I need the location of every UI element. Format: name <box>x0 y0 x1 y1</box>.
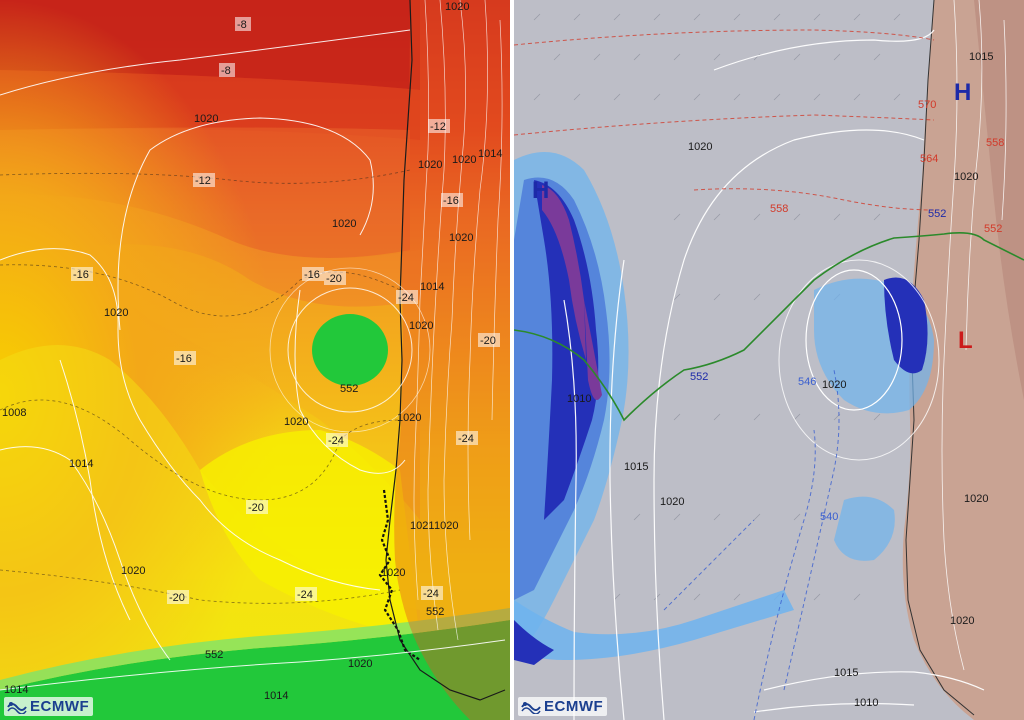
pressure-label: 1020 <box>381 567 405 579</box>
pressure-label: 1014 <box>264 690 288 702</box>
pressure-label: 1015 <box>969 51 993 63</box>
right-height-labels: 570 564 558 552 552 546 540 552 558 <box>690 99 1004 523</box>
pressure-label: 1014 <box>69 458 93 470</box>
pressure-label: 1014 <box>420 281 444 293</box>
pressure-label: 1020 <box>348 658 372 670</box>
temp-label: -20 <box>480 335 496 347</box>
pressure-label: 1020 <box>449 232 473 244</box>
temp-label: -12 <box>430 121 446 133</box>
temp-label: -20 <box>248 502 264 514</box>
temp-label: -16 <box>304 269 320 281</box>
right-pressure-labels: 1020 1020 1020 1015 1015 1010 1010 1015 … <box>567 51 993 709</box>
pressure-label: 1020 <box>950 615 974 627</box>
ecmwf-logo-left: ECMWF <box>4 697 94 716</box>
left-map-panel: -8 -8 -12 -12 -16 -16 -16 -16 -20 -20 <box>0 0 510 720</box>
temp-label: -16 <box>176 353 192 365</box>
pressure-centers: H H L <box>532 79 973 354</box>
pressure-label: 1015 <box>834 667 858 679</box>
pressure-label: 1014 <box>478 148 502 160</box>
ecmwf-logo-right: ECMWF <box>518 697 608 716</box>
temp-label: -16 <box>73 269 89 281</box>
height-label: 570 <box>918 99 936 111</box>
height-label: 546 <box>798 376 816 388</box>
height-label: 564 <box>920 153 938 165</box>
temp-label: -12 <box>195 175 211 187</box>
right-map-panel: 1020 1020 1020 1015 1015 1010 1010 1015 … <box>514 0 1024 720</box>
left-height-labels: 552 552 552 <box>205 383 444 661</box>
height-label: 552 <box>340 383 358 395</box>
pressure-label: 1020 <box>954 171 978 183</box>
pressure-label: 1020 <box>452 154 476 166</box>
pressure-label: 1020 <box>434 520 458 532</box>
pressure-label: 1020 <box>332 218 356 230</box>
pressure-label: 1008 <box>2 407 26 419</box>
pressure-label: 1010 <box>854 697 878 709</box>
pressure-label: 1020 <box>964 493 988 505</box>
pressure-label: 1020 <box>284 416 308 428</box>
pressure-label: 1020 <box>418 159 442 171</box>
ecmwf-emblem-icon <box>521 701 541 714</box>
high-pressure-center: H <box>954 79 971 106</box>
pressure-label: 1020 <box>104 307 128 319</box>
pressure-label: 1020 <box>409 320 433 332</box>
left-temperature-labels: -8 -8 -12 -12 -16 -16 -16 -16 -20 -20 <box>71 17 500 604</box>
pressure-label: 1021 <box>410 520 434 532</box>
pressure-label: 1020 <box>121 565 145 577</box>
left-map-svg: -8 -8 -12 -12 -16 -16 -16 -16 -20 -20 <box>0 0 510 720</box>
temp-label: -24 <box>398 292 414 304</box>
temp-label: -20 <box>169 592 185 604</box>
height-label: 552 <box>984 223 1002 235</box>
wind-barbs <box>533 13 901 601</box>
temp-label: -8 <box>237 19 247 31</box>
temp-label: -24 <box>328 435 344 447</box>
pressure-label: 1020 <box>822 379 846 391</box>
low-pressure-center: L <box>958 327 973 354</box>
pressure-label: 1010 <box>567 393 591 405</box>
pressure-label-corner: 1014 <box>4 684 28 696</box>
left-pressure-labels: 1020 1020 1020 1020 1020 1014 1020 1020 … <box>2 1 502 702</box>
ecmwf-logo-text: ECMWF <box>30 698 90 715</box>
ecmwf-emblem-icon <box>7 701 27 714</box>
height-label: 540 <box>820 511 838 523</box>
pressure-label: 1020 <box>397 412 421 424</box>
temp-label: -20 <box>326 273 342 285</box>
temp-label: -24 <box>297 589 313 601</box>
temp-label: -24 <box>458 433 474 445</box>
height-label: 552 <box>928 208 946 220</box>
pressure-label: 1020 <box>194 113 218 125</box>
temp-label: -16 <box>443 195 459 207</box>
temp-label: -8 <box>221 65 231 77</box>
height-label: 558 <box>770 203 788 215</box>
height-label: 552 <box>690 371 708 383</box>
high-pressure-center: H <box>532 177 549 204</box>
pressure-label: 1015 <box>624 461 648 473</box>
ecmwf-logo-text: ECMWF <box>544 698 604 715</box>
height-label: 552 <box>205 649 223 661</box>
pressure-label: 1020 <box>660 496 684 508</box>
temp-label: -24 <box>423 588 439 600</box>
height-label: 552 <box>426 606 444 618</box>
pressure-label: 1020 <box>445 1 469 13</box>
pressure-label: 1020 <box>688 141 712 153</box>
right-map-svg: 1020 1020 1020 1015 1015 1010 1010 1015 … <box>514 0 1024 720</box>
panel-divider <box>510 0 514 720</box>
height-label: 558 <box>986 137 1004 149</box>
